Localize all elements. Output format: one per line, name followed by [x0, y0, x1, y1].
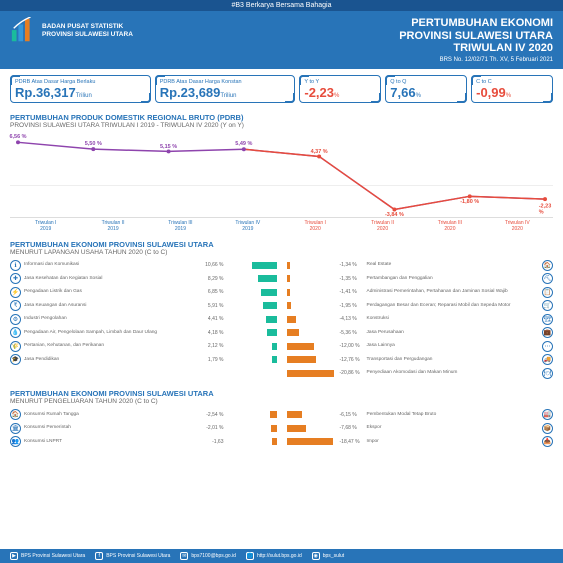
footer: ▶BPS Provinsi Sulawesi Utara fBPS Provins… [0, 549, 563, 563]
footer-link[interactable]: 🌐http://sulut.bps.go.id [246, 552, 302, 560]
sector-row: 🏠Konsumsi Rumah Tangga-2,54 % [10, 409, 277, 420]
top-bar: #B3 Berkarya Bersama Bahagia [0, 0, 563, 11]
sector-row: -4,13 %Konstruksi🏗 [287, 314, 554, 325]
sector-row: -6,15 %Pembentukan Modal Tetap Bruto🏭 [287, 409, 554, 420]
footer-link[interactable]: fBPS Provinsi Sulawesi Utara [95, 552, 170, 560]
line-chart: 6,56 %5,50 %5,15 %5,49 %4,37 %-3,84 %-1,… [10, 133, 553, 218]
sector-row: -1,34 %Real Estate🏠 [287, 260, 554, 271]
sector-row: ⚙Industri Pengolahan4,41 % [10, 314, 277, 325]
footer-link[interactable]: ✉bps7100@bps.go.id [180, 552, 236, 560]
metric-3: Q to Q7,66% [385, 75, 467, 103]
sector-row: -1,95 %Perdagangan Besar dan Eceran; Rep… [287, 300, 554, 311]
sector-row: -18,47 %Impor📥 [287, 436, 554, 447]
metric-2: Y to Y-2,23% [299, 75, 381, 103]
sector-row: 🎓Jasa Pendidikan1,79 % [10, 354, 277, 365]
footer-link[interactable]: ▶BPS Provinsi Sulawesi Utara [10, 552, 85, 560]
footer-link[interactable]: ◉bps_sulut [312, 552, 344, 560]
sector-row: -1,41 %Administrasi Pemerintahan, Pertah… [287, 287, 554, 298]
sector-section: PERTUMBUHAN EKONOMI PROVINSI SULAWESI UT… [0, 236, 563, 386]
line-chart-section: PERTUMBUHAN PRODUK DOMESTIK REGIONAL BRU… [0, 109, 563, 236]
title-area: PERTUMBUHAN EKONOMI PROVINSI SULAWESI UT… [399, 17, 553, 63]
sector-row: 👥Konsumsi LNPRT-1,63 [10, 436, 277, 447]
expenditure-section: PERTUMBUHAN EKONOMI PROVINSI SULAWESI UT… [0, 385, 563, 454]
metric-0: PDRB Atas Dasar Harga BerlakuRp.36,317Tr… [10, 75, 151, 103]
sector-row: -12,76 %Transportasi dan Pergudangan🚚 [287, 354, 554, 365]
sector-row: -20,86 %Penyediaan Akomodasi dan Makan M… [287, 368, 554, 379]
sector-row: -12,00 %Jasa Lainnya⋯ [287, 341, 554, 352]
header: BADAN PUSAT STATISTIK PROVINSI SULAWESI … [0, 11, 563, 69]
sector-row: 🌾Pertanian, Kehutanan, dan Perikanan2,12… [10, 341, 277, 352]
metric-4: C to C-0,99% [471, 75, 553, 103]
sector-row: 💧Pengadaan Air, Pengelolaan Sampah, Limb… [10, 327, 277, 338]
metric-1: PDRB Atas Dasar Harga KonstanRp.23,689Tr… [155, 75, 296, 103]
sector-row: -1,35 %Pertambangan dan Penggalian⛏ [287, 273, 554, 284]
sector-row: ℹInformasi dan Komunikasi10,66 % [10, 260, 277, 271]
sector-row: -5,36 %Jasa Perusahaan💼 [287, 327, 554, 338]
org-name: BADAN PUSAT STATISTIK PROVINSI SULAWESI … [42, 23, 133, 39]
metrics-row: PDRB Atas Dasar Harga BerlakuRp.36,317Tr… [0, 69, 563, 109]
sector-row: 🏛Konsumsi Pemerintah-2,01 % [10, 423, 277, 434]
sector-row: -7,68 %Ekspor📦 [287, 423, 554, 434]
sector-row: ₹Jasa Keuangan dan Asuransi5,91 % [10, 300, 277, 311]
sector-row: ✚Jasa Kesehatan dan Kegiatan Sosial8,29 … [10, 273, 277, 284]
bps-logo [10, 17, 38, 45]
sector-row: ⚡Pengadaan Listrik dan Gas6,85 % [10, 287, 277, 298]
